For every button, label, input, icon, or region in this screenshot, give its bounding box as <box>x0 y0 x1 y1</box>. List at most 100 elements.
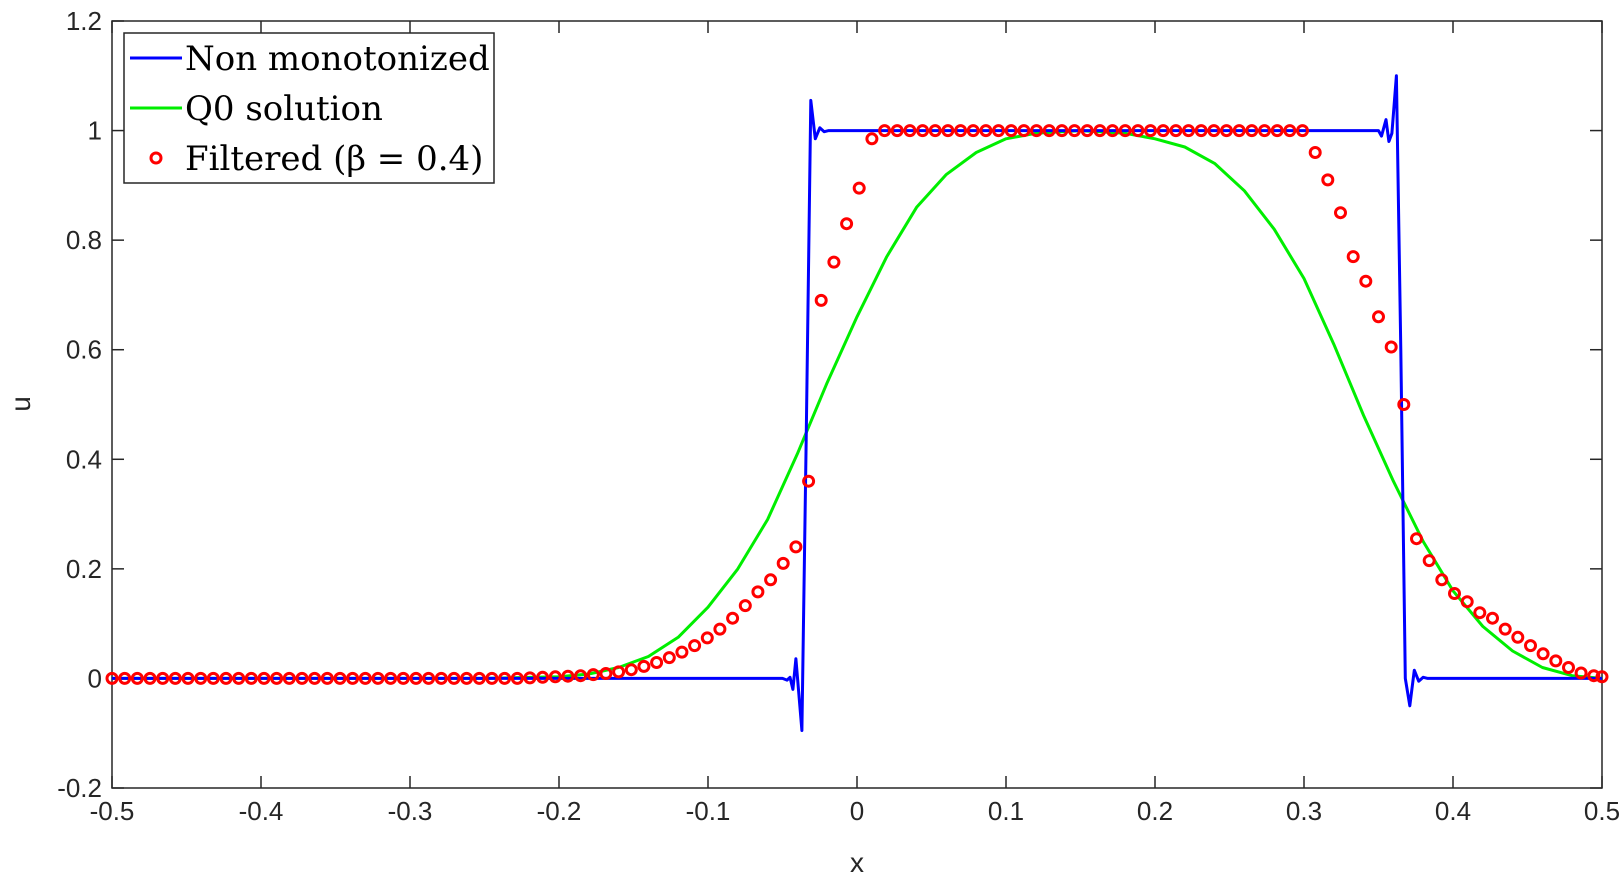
series-point-filtered-0-4 <box>1093 124 1107 138</box>
series-point-filtered-0-4 <box>966 124 980 138</box>
series-point-filtered-0-4 <box>1296 124 1309 138</box>
series-point-filtered-0-4 <box>1536 647 1550 661</box>
series-point-filtered-0-4 <box>523 671 537 685</box>
series-point-filtered-0-4 <box>1448 587 1461 600</box>
series-point-filtered-0-4 <box>1245 124 1259 138</box>
legend-label-non-monotonized: Non monotonized <box>185 39 490 79</box>
y-tick-label: 0 <box>88 663 102 693</box>
series-point-filtered-0-4 <box>1422 554 1436 568</box>
series-point-filtered-0-4 <box>333 671 347 685</box>
series-point-filtered-0-4 <box>814 293 828 307</box>
x-tick-label: -0.3 <box>388 796 433 826</box>
x-tick-label: -0.1 <box>686 796 731 826</box>
series-point-filtered-0-4 <box>789 540 803 554</box>
series-point-filtered-0-4 <box>713 622 727 636</box>
y-tick-label: -0.2 <box>57 773 102 803</box>
series-point-filtered-0-4 <box>1384 340 1398 354</box>
series-point-filtered-0-4 <box>1270 124 1284 138</box>
series-point-filtered-0-4 <box>751 585 765 599</box>
series-point-filtered-0-4 <box>1232 124 1246 138</box>
series-point-filtered-0-4 <box>1346 250 1360 264</box>
series-point-filtered-0-4 <box>447 671 461 685</box>
series-point-filtered-0-4 <box>181 671 195 685</box>
y-tick-label: 0.4 <box>66 444 102 474</box>
series-point-filtered-0-4 <box>422 671 436 685</box>
series-point-filtered-0-4 <box>650 656 664 669</box>
ticks-layer: -0.5 -0.4 -0.3 -0.2 -0.1 0 0.1 0.2 0.3 0.4 0.5 -0.2… <box>57 6 1620 826</box>
series-point-filtered-0-4 <box>105 671 119 685</box>
series-point-filtered-0-4 <box>764 573 778 587</box>
series-point-filtered-0-4 <box>865 132 879 146</box>
legend-label-q0-solution: Q0 solution <box>185 89 383 129</box>
y-tick-label: 1 <box>88 116 102 146</box>
series-point-filtered-0-4 <box>776 556 790 570</box>
series-point-filtered-0-4 <box>561 669 575 683</box>
series-point-filtered-0-4 <box>852 181 866 195</box>
series-point-filtered-0-4 <box>1486 611 1499 625</box>
series-point-filtered-0-4 <box>903 124 917 138</box>
series-point-filtered-0-4 <box>156 671 170 685</box>
series-point-filtered-0-4 <box>1574 666 1588 680</box>
series-point-filtered-0-4 <box>1194 124 1208 138</box>
series-point-filtered-0-4 <box>688 639 702 653</box>
series-point-filtered-0-4 <box>954 124 968 138</box>
series-point-filtered-0-4 <box>726 611 740 625</box>
x-tick-label: 0.1 <box>988 796 1024 826</box>
series-point-filtered-0-4 <box>662 651 676 665</box>
series-point-filtered-0-4 <box>434 671 448 685</box>
series-point-filtered-0-4 <box>498 671 512 685</box>
series-point-filtered-0-4 <box>1595 670 1609 684</box>
y-tick-label: 0.6 <box>66 335 102 365</box>
series-point-filtered-0-4 <box>586 668 600 682</box>
x-tick-label: 0.3 <box>1286 796 1322 826</box>
series-point-filtered-0-4 <box>928 124 942 138</box>
series-point-filtered-0-4 <box>257 671 271 685</box>
series-point-filtered-0-4 <box>1473 606 1487 620</box>
series-point-filtered-0-4 <box>510 671 524 685</box>
series-point-filtered-0-4 <box>1397 398 1411 411</box>
series-line-q0-solution <box>112 129 1603 680</box>
series-point-filtered-0-4 <box>1460 595 1474 609</box>
series-point-filtered-0-4 <box>1004 124 1018 138</box>
series-point-filtered-0-4 <box>308 671 322 685</box>
series-point-filtered-0-4 <box>472 671 486 685</box>
series-point-filtered-0-4 <box>992 124 1005 138</box>
series-point-filtered-0-4 <box>371 671 385 685</box>
series-point-filtered-0-4 <box>219 671 233 685</box>
series-point-filtered-0-4 <box>802 474 816 488</box>
series-point-filtered-0-4 <box>878 124 892 138</box>
series-point-filtered-0-4 <box>1182 124 1195 138</box>
x-tick-label: -0.4 <box>239 796 284 826</box>
series-point-filtered-0-4 <box>1308 146 1322 159</box>
series-point-filtered-0-4 <box>1283 124 1297 138</box>
series-point-filtered-0-4 <box>1524 639 1537 653</box>
series-point-filtered-0-4 <box>384 671 398 685</box>
legend-label-filtered: Filtered (β = 0.4) <box>185 139 483 179</box>
series-point-filtered-0-4 <box>1359 274 1373 288</box>
series-point-filtered-0-4 <box>1321 173 1335 187</box>
series-point-filtered-0-4 <box>1410 532 1423 546</box>
series-point-filtered-0-4 <box>548 670 562 684</box>
series-point-filtered-0-4 <box>1498 622 1512 636</box>
series-point-filtered-0-4 <box>574 669 588 683</box>
series-point-filtered-0-4 <box>1118 124 1132 138</box>
series-point-filtered-0-4 <box>1017 124 1031 138</box>
series-point-filtered-0-4 <box>1435 573 1449 587</box>
series-point-filtered-0-4 <box>1042 124 1056 138</box>
legend: Non monotonized Q0 solution Filtered (β … <box>123 32 495 184</box>
series-point-filtered-0-4 <box>1207 124 1221 138</box>
x-tick-label: -0.5 <box>90 796 135 826</box>
series-point-filtered-0-4 <box>1562 661 1575 674</box>
x-tick-label: 0.2 <box>1137 796 1173 826</box>
series-point-filtered-0-4 <box>1220 124 1233 138</box>
series-point-filtered-0-4 <box>1106 124 1119 138</box>
series-point-filtered-0-4 <box>460 671 474 685</box>
series-point-filtered-0-4 <box>624 663 638 677</box>
series-point-filtered-0-4 <box>194 671 208 685</box>
series-point-filtered-0-4 <box>1587 669 1601 683</box>
series-point-filtered-0-4 <box>1258 124 1271 138</box>
series-point-filtered-0-4 <box>320 671 334 685</box>
series-point-filtered-0-4 <box>1030 124 1043 138</box>
legend-box <box>123 32 495 184</box>
